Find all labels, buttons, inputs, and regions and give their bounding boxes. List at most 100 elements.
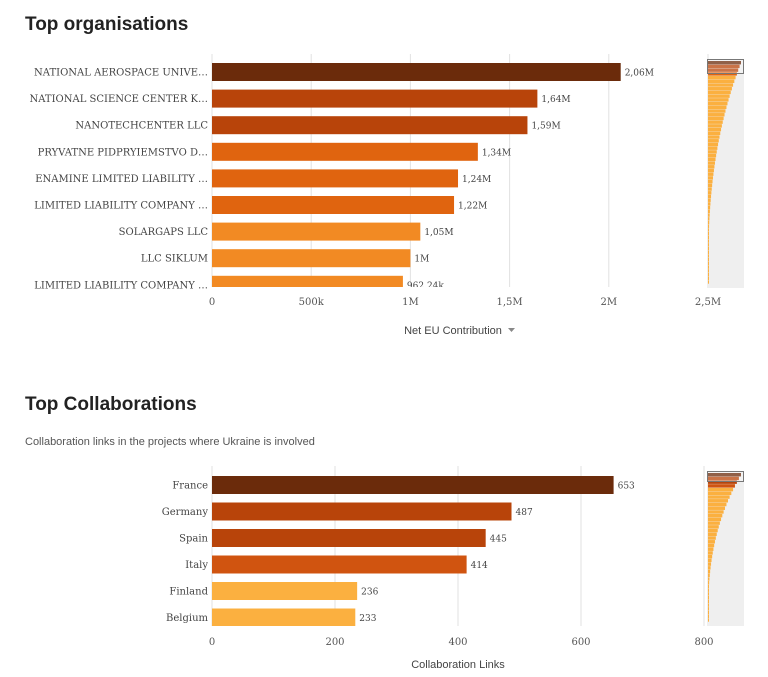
navigator-bar: [708, 75, 736, 80]
bar[interactable]: [212, 63, 621, 81]
bar[interactable]: [212, 249, 411, 268]
bar[interactable]: [212, 476, 614, 494]
category-label: Belgium: [166, 613, 209, 624]
navigator-bar: [708, 495, 730, 499]
category-label: Finland: [169, 587, 208, 598]
bar[interactable]: [212, 142, 478, 161]
navigator-bar: [708, 61, 741, 65]
navigator-bar: [708, 101, 728, 106]
navigator-bar: [708, 220, 710, 225]
navigator-bar: [708, 179, 713, 184]
x-axis-title[interactable]: Net EU Contribution: [404, 325, 502, 337]
navigator-bar: [708, 239, 709, 243]
navigator-bar: [708, 502, 727, 507]
navigator-bar: [708, 566, 711, 570]
value-label: 1,22M: [458, 202, 487, 212]
navigator-bar: [708, 499, 729, 503]
navigator-bar: [708, 131, 721, 136]
navigator-bar: [708, 614, 709, 618]
x-tick-label: 2,5M: [695, 297, 721, 308]
navigator-bar: [708, 269, 709, 273]
value-label: 1,24M: [462, 175, 491, 185]
navigator-bar: [708, 543, 715, 548]
navigator-bar: [708, 146, 718, 150]
navigator-bar: [708, 116, 724, 121]
bar[interactable]: [212, 608, 356, 627]
navigator-bar: [708, 94, 730, 98]
category-label: France: [172, 481, 208, 492]
navigator-bar: [708, 124, 722, 128]
navigator-bar: [708, 618, 709, 622]
bar[interactable]: [212, 196, 455, 214]
value-label: 1,59M: [531, 122, 560, 132]
bar[interactable]: [212, 275, 403, 294]
navigator-bar: [708, 607, 709, 611]
category-label: ENAMINE LIMITED LIABILITY …: [35, 174, 208, 185]
navigator-bar: [708, 510, 724, 514]
navigator-bar: [708, 532, 717, 537]
bar[interactable]: [212, 555, 467, 574]
navigator-bar: [708, 243, 709, 247]
value-label: 653: [618, 482, 635, 492]
bar[interactable]: [212, 582, 358, 600]
navigator-bar: [708, 547, 714, 551]
navigator-bar: [708, 87, 732, 91]
x-tick-label: 0: [209, 637, 215, 648]
bar[interactable]: [212, 89, 538, 108]
navigator-bar: [708, 558, 712, 563]
category-label: LIMITED LIABILITY COMPANY …: [34, 280, 208, 291]
bar[interactable]: [212, 502, 512, 521]
navigator-bar: [708, 584, 709, 589]
navigator-bar: [708, 573, 710, 577]
navigator-bar: [708, 231, 709, 236]
bar[interactable]: [212, 169, 459, 188]
navigator-bar: [708, 105, 727, 110]
navigator-bar: [708, 224, 710, 228]
navigator-bar: [708, 194, 712, 199]
bar[interactable]: [212, 529, 486, 547]
navigator-bar: [708, 480, 737, 484]
navigator-bar: [708, 487, 734, 492]
navigator-bar: [708, 603, 709, 607]
x-tick-label: 2M: [600, 297, 617, 308]
navigator-bar: [708, 525, 719, 529]
navigator-bar: [708, 484, 735, 488]
value-label: 414: [471, 561, 488, 571]
value-label: 487: [516, 508, 533, 518]
navigator-bar: [708, 157, 716, 162]
navigator-bar: [708, 139, 719, 143]
value-label: 2,06M: [625, 69, 654, 79]
navigator-bar: [708, 235, 709, 240]
bar[interactable]: [212, 222, 421, 241]
navigator-bar: [708, 68, 739, 72]
navigator-bar: [708, 476, 739, 481]
navigator-bar: [708, 202, 711, 206]
navigator-bar: [708, 536, 716, 540]
navigator-bar: [708, 280, 709, 284]
navigator-bar: [708, 127, 722, 132]
bar[interactable]: [212, 116, 528, 135]
navigator-bar: [708, 120, 723, 124]
navigator-bar: [708, 257, 709, 262]
navigator-selection-handle[interactable]: [707, 471, 744, 482]
navigator-bar: [708, 142, 719, 147]
navigator-bar: [708, 176, 713, 180]
category-label: PRYVATNE PIDPRYIEMSTVO D…: [38, 147, 208, 158]
navigator-bar: [708, 610, 709, 615]
value-label: 236: [361, 588, 378, 598]
navigator-bar: [708, 276, 709, 280]
navigator-bar: [708, 168, 714, 173]
category-label: LLC SIKLUM: [141, 254, 208, 265]
chevron-down-icon[interactable]: [508, 328, 515, 332]
bars-group: 2,06M 1,64M 1,59M 1,34M 1,24M 1,22M 1,05M 1M 962…: [212, 63, 654, 294]
collaborations-subtitle: Collaboration links in the projects wher…: [25, 436, 315, 448]
category-label: NATIONAL SCIENCE CENTER K…: [29, 94, 208, 105]
navigator-bar: [708, 246, 709, 251]
navigator-bar: [708, 592, 709, 596]
collaborations-heading: Top Collaborations: [25, 394, 197, 415]
navigator-selection-handle[interactable]: [707, 59, 744, 74]
category-label: LIMITED LIABILITY COMPANY …: [34, 201, 208, 212]
navigator-bar: [708, 265, 709, 269]
navigator-bar: [708, 513, 723, 518]
